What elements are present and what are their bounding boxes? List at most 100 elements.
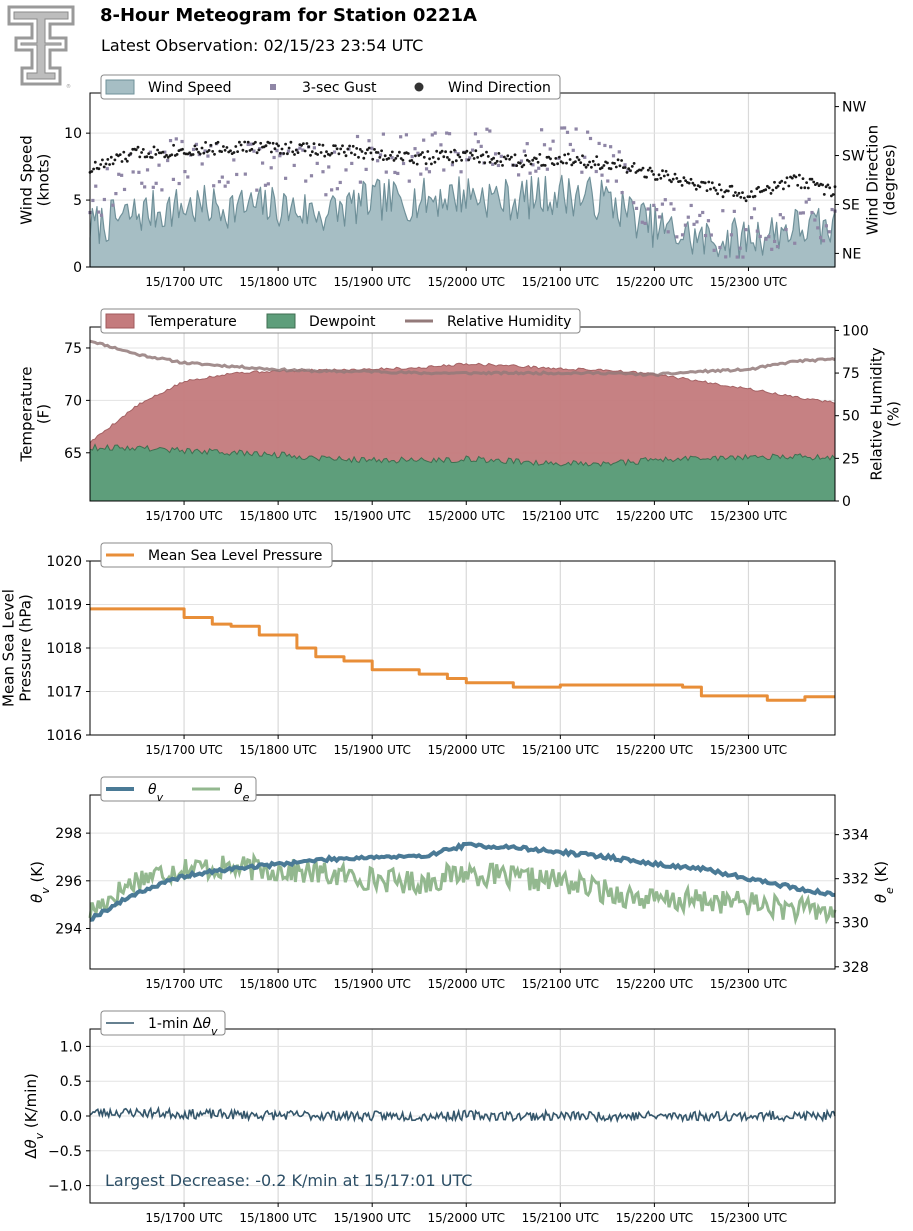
gust-point	[531, 163, 535, 167]
gust-point	[97, 210, 101, 214]
gust-point	[560, 126, 564, 130]
gust-point	[741, 255, 745, 259]
wind-direction-point	[426, 150, 430, 153]
wind-direction-point	[618, 164, 622, 168]
wind-direction-point	[378, 156, 382, 159]
gust-point	[775, 244, 780, 249]
y-tick-label: 296	[55, 874, 82, 890]
y-tick-label: 1020	[46, 554, 82, 570]
x-tick-label: 15/1700 UTC	[145, 977, 222, 991]
x-tick-label: 15/2100 UTC	[522, 1211, 599, 1225]
wind-direction-point	[113, 158, 117, 162]
wind-direction-point	[398, 150, 401, 154]
wind-direction-point	[460, 158, 463, 162]
wind-direction-point	[216, 140, 220, 144]
wind-direction-point	[296, 151, 300, 155]
gust-point	[701, 210, 705, 215]
gust-point	[732, 209, 736, 213]
wind-direction-point	[358, 148, 362, 151]
y-tick-label: 0.0	[60, 1109, 82, 1125]
wind-direction-point	[627, 167, 631, 171]
wind-direction-point	[657, 173, 661, 177]
wind-direction-point	[369, 151, 373, 155]
gust-point	[580, 170, 584, 174]
wind-direction-point	[259, 141, 263, 145]
wind-speed-axis-label-line: (knots)	[35, 154, 53, 207]
wind-direction-point	[282, 152, 286, 155]
wind-direction-point	[671, 177, 675, 181]
x-tick-label: 15/2100 UTC	[522, 509, 599, 523]
wind-direction-point	[769, 192, 773, 195]
legend-box	[100, 542, 333, 568]
gust-point	[160, 188, 164, 192]
gust-point	[534, 169, 538, 173]
gust-point	[528, 171, 532, 175]
wind-direction-point	[798, 173, 801, 177]
wind-direction-point	[574, 160, 577, 164]
wind-direction-point	[666, 173, 670, 177]
wind-direction-point	[193, 144, 197, 148]
wind-direction-point	[684, 179, 687, 183]
relative-humidity-legend-label: Relative Humidity	[447, 314, 571, 330]
wind-direction-point	[703, 181, 707, 185]
gust-point	[163, 150, 167, 154]
gust-point	[516, 173, 521, 177]
gust-point	[422, 138, 426, 142]
gust-point	[626, 168, 630, 172]
gust-point	[640, 220, 644, 224]
gust-point	[171, 177, 176, 182]
wind-direction-point	[655, 178, 659, 181]
x-tick-label: 15/2200 UTC	[616, 1211, 693, 1225]
wind-direction-point	[629, 169, 632, 173]
plot-frame	[89, 1028, 836, 1204]
y2-tick-label: 50	[842, 409, 860, 425]
wind-direction-point	[447, 158, 451, 162]
pressure-axis-label: Mean Sea LevelPressure (hPa)	[0, 589, 35, 707]
theta-e-line	[88, 851, 837, 926]
x-tick-label: 15/2000 UTC	[428, 1211, 505, 1225]
y2-tick-label: 100	[842, 323, 869, 339]
gust-point	[122, 187, 127, 192]
wind-direction-point	[419, 153, 423, 156]
wind-direction-point	[520, 165, 524, 169]
wind-direction-point	[485, 150, 488, 154]
gust-point	[499, 154, 503, 158]
wind-direction-point	[124, 157, 127, 161]
gust-point	[749, 216, 754, 220]
wind-direction-point	[390, 150, 394, 154]
gust-point	[680, 233, 685, 237]
gust-point	[258, 147, 262, 151]
wind-direction-point	[366, 148, 369, 152]
wind-direction-point	[821, 183, 824, 187]
wind-direction-point	[284, 142, 287, 146]
svg-text:®: ®	[66, 83, 71, 90]
wind-direction-point	[138, 155, 142, 159]
wind-direction-point	[271, 141, 275, 145]
wind-direction-point	[289, 140, 293, 144]
wind-direction-point	[134, 148, 138, 152]
wind-direction-point	[136, 145, 140, 149]
gust-point	[186, 175, 190, 179]
gust-point	[655, 207, 659, 212]
wind-direction-point	[188, 151, 192, 155]
gust-point	[177, 181, 181, 186]
x-tick-label: 15/2100 UTC	[522, 977, 599, 991]
wind-direction-point	[529, 162, 533, 166]
gust-point	[695, 220, 699, 224]
largest-decrease-annotation: Largest Decrease: -0.2 K/min at 15/17:01…	[105, 1171, 472, 1190]
gust-point	[350, 161, 354, 166]
y-tick-label: 65	[64, 446, 82, 462]
wind-direction-point	[156, 148, 160, 152]
wind-direction-point	[767, 186, 771, 190]
wind-direction-point	[716, 192, 719, 196]
x-tick-label: 15/1700 UTC	[145, 1211, 222, 1225]
gust-point	[419, 172, 423, 176]
wind-direction-point	[367, 146, 371, 150]
theta-e-axis-label-line: θe (K)	[872, 861, 896, 903]
gust-point	[522, 149, 526, 153]
gust-point	[151, 185, 155, 189]
gust-point	[488, 129, 492, 133]
wind-direction-point	[694, 187, 698, 191]
wind-direction-point	[442, 155, 446, 159]
gust-point	[143, 185, 147, 189]
